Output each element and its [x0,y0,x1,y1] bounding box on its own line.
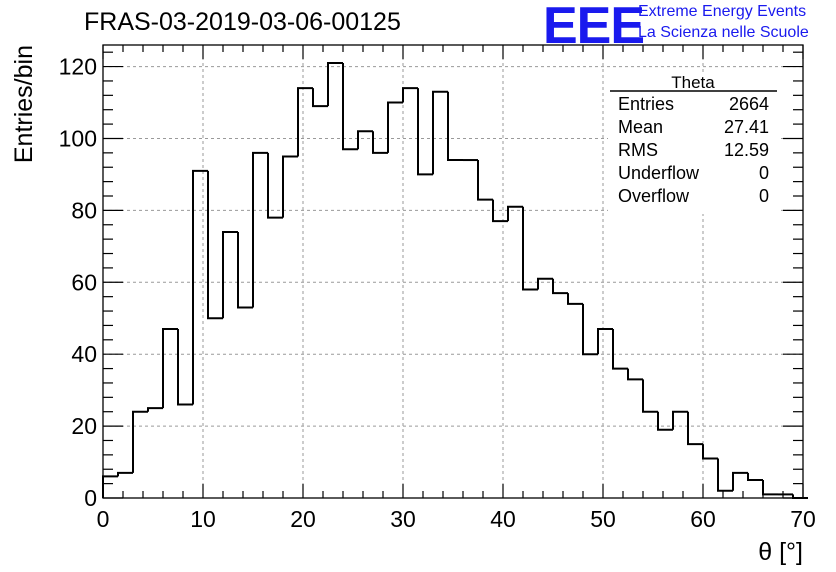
stats-label: Mean [618,117,663,137]
x-tick-label: 40 [490,506,516,532]
stats-box: Theta Entries 2664 Mean 27.41 RMS 12.59 Underf… [608,72,778,214]
logo-tagline-2: La Scienza nelle Scuole [638,24,809,41]
stats-label: Underflow [618,163,700,183]
histogram-bin [402,87,418,103]
histogram-bin [522,206,538,291]
histogram-bin [372,131,388,154]
axis-ticks [102,45,804,499]
histogram-bin [132,410,148,473]
histogram-bin [192,169,208,405]
histogram-bin [597,328,613,355]
stats-label: Entries [618,94,674,114]
stats-value: 0 [759,163,769,183]
histogram-bin [417,88,433,176]
y-tick-label: 40 [71,341,97,367]
x-axis-label: θ [°] [758,538,803,566]
histogram-bin [447,91,463,162]
histogram-bin [537,277,553,290]
histogram-bin [642,379,658,413]
histogram-bin [552,278,568,295]
histogram-bin [342,62,358,151]
histogram-bin [387,101,403,153]
histogram-bin [357,130,373,150]
histogram-bin [327,61,343,107]
histogram-bin [237,231,253,309]
x-tick-label: 20 [290,506,316,532]
histogram-bin [657,411,673,431]
histogram-bin [492,199,508,223]
histogram-bin [147,407,163,412]
histogram-bin [267,152,283,219]
histogram-bin [567,293,583,305]
logo-tagline-1: Extreme Energy Events [638,3,807,20]
y-tick-label: 60 [71,269,97,295]
stats-box-title: Theta [671,73,715,92]
histogram-bin [222,230,238,319]
y-tick-label: 120 [59,54,97,80]
histogram-bin [162,328,178,409]
x-tick-label: 60 [690,506,716,532]
x-tick-label: 0 [97,506,110,532]
x-tick-label: 70 [790,506,816,532]
y-axis-label: Entries/bin [10,45,38,163]
histogram-outline [102,61,808,499]
histogram-bin [207,170,223,320]
histogram-bin [102,475,118,498]
histogram-bin [432,90,448,175]
histogram-bin [732,471,748,491]
histogram-bin [612,329,628,370]
histogram-bin [717,458,733,492]
histogram-bin [627,368,643,381]
histogram-bin [282,155,298,218]
stats-label: Overflow [618,186,690,206]
stats-box-bg [608,72,778,214]
x-tick-label: 10 [190,506,216,532]
y-tick-label: 100 [59,125,97,151]
histogram-bin [177,329,193,406]
plot-frame [102,44,804,499]
y-tick-label: 20 [71,413,97,439]
stats-value: 0 [759,186,769,206]
histogram-bin [297,87,313,157]
x-tick-label: 50 [590,506,616,532]
stats-value: 27.41 [724,117,769,137]
y-tick-labels: 0 20 40 60 80 100 120 [59,54,97,511]
histogram-bin [582,303,598,356]
histogram-bin [687,411,703,446]
histogram-bin [477,160,493,201]
histogram-bin [747,472,763,482]
histogram-bin [312,88,328,108]
histogram-bin [507,205,523,222]
stats-value: 12.59 [724,140,769,160]
stats-value: 2664 [729,94,769,114]
histogram-bin [672,410,688,430]
histogram-bin [252,151,268,308]
histogram-bin [762,480,778,496]
stats-rows: Entries 2664 Mean 27.41 RMS 12.59 Underflow 0 Ov… [618,94,769,206]
x-tick-labels: 0 10 20 30 40 50 60 70 [97,506,816,532]
x-tick-label: 30 [390,506,416,532]
eee-logo: EEE [543,0,645,55]
y-tick-label: 80 [71,197,97,223]
stats-label: RMS [618,140,658,160]
y-tick-label: 0 [84,485,97,511]
histogram-bin [117,471,133,477]
histogram-bin [702,444,718,460]
histogram-title: FRAS-03-2019-03-06-00125 [84,8,401,36]
